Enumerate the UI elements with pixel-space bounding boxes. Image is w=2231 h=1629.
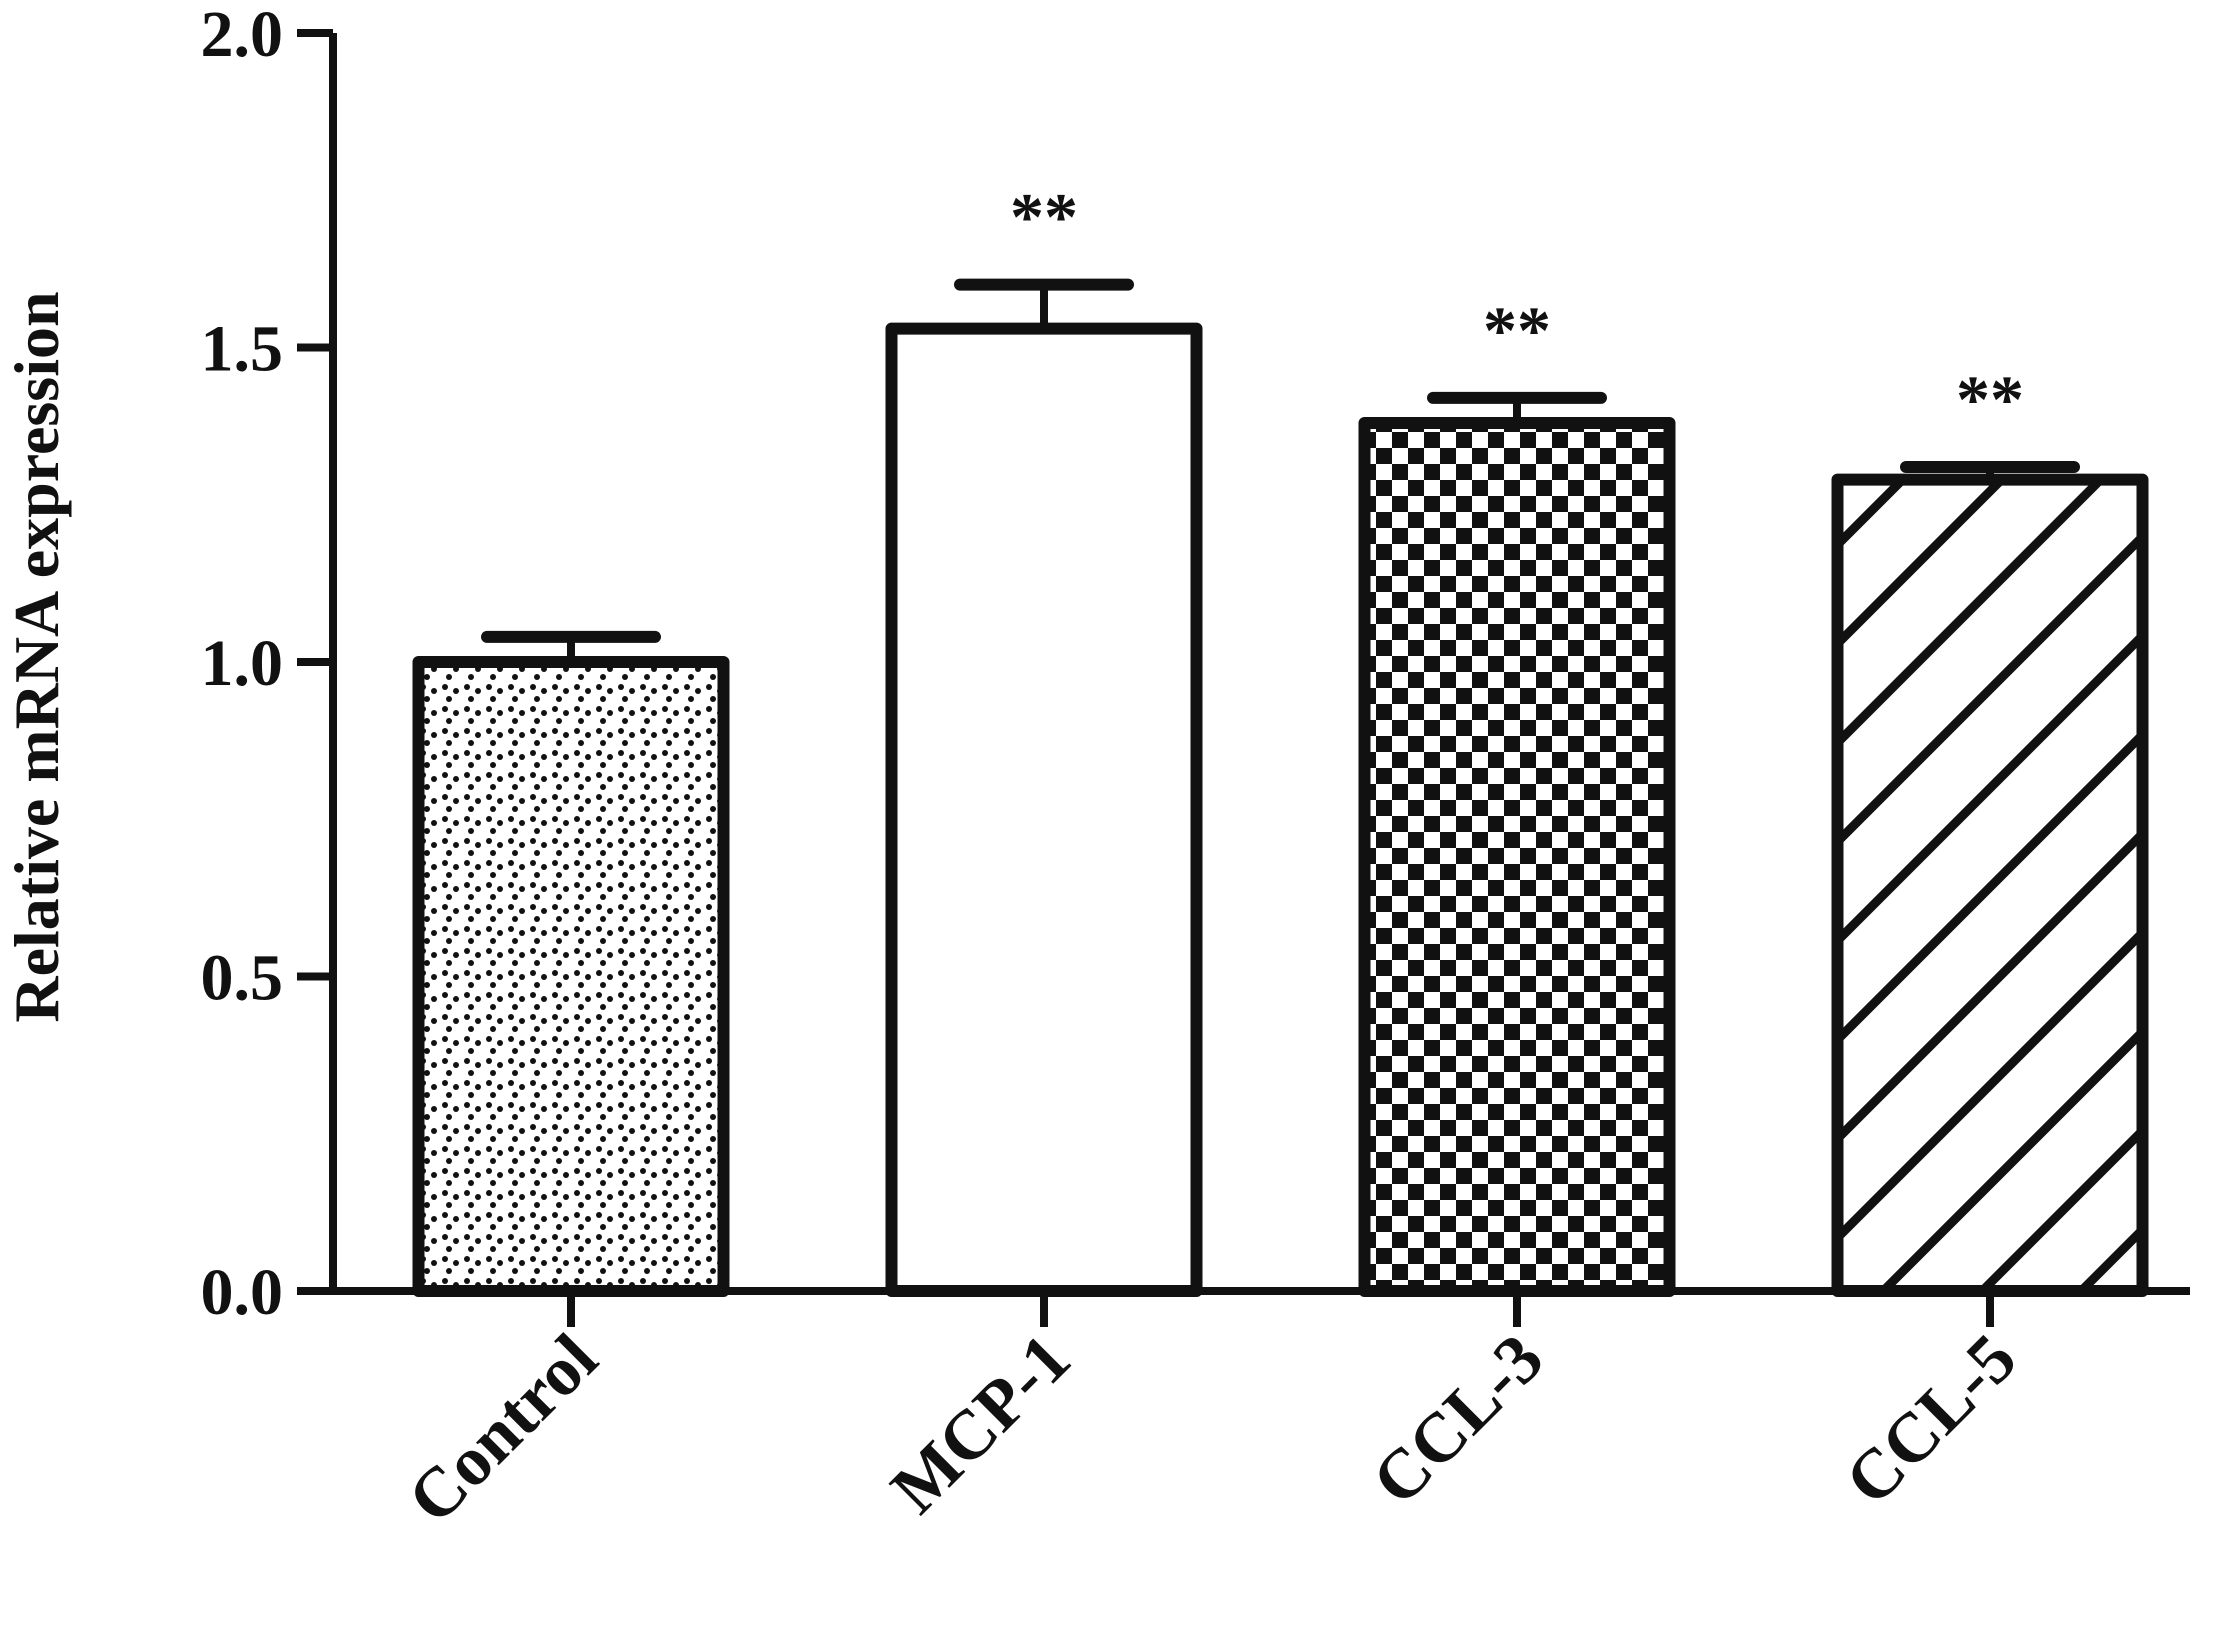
significance-label-ccl-5: ** xyxy=(1956,361,2024,437)
bar-ccl-3 xyxy=(1358,416,1676,1298)
bar-mcp-1 xyxy=(885,322,1203,1297)
x-category-label: CCL-3 xyxy=(1358,1320,1558,1520)
y-tick-label: 1.0 xyxy=(201,627,284,700)
x-category-label: Control xyxy=(394,1320,613,1539)
y-tick-label: 0.5 xyxy=(201,942,284,1015)
x-category-label: MCP-1 xyxy=(877,1320,1085,1528)
y-axis-title: Relative mRNA expression xyxy=(1,291,72,1022)
bars-group: ** ** ** xyxy=(412,179,2149,1298)
significance-label-mcp-1: ** xyxy=(1010,179,1078,255)
x-axis: Control MCP-1 CCL-3 CCL-5 xyxy=(329,1287,2190,1539)
significance-label-ccl-3: ** xyxy=(1483,292,1551,368)
bar-ccl-5 xyxy=(1831,473,2149,1297)
y-tick-label: 2.0 xyxy=(201,0,284,71)
y-tick-label: 1.5 xyxy=(201,313,284,386)
y-tick-label: 0.0 xyxy=(201,1256,284,1329)
bar-control xyxy=(412,656,730,1297)
y-axis: 0.0 0.5 1.0 1.5 2.0 xyxy=(201,0,337,1329)
x-category-label: CCL-5 xyxy=(1831,1320,2031,1520)
